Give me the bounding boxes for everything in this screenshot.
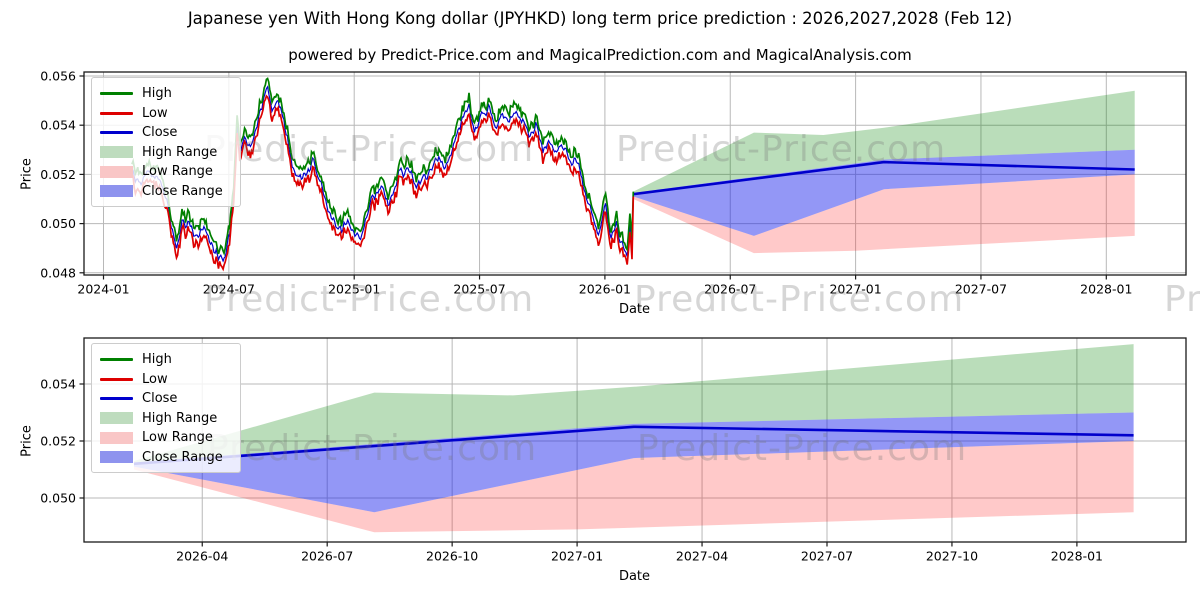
page-title: Japanese yen With Hong Kong dollar (JPYH… <box>187 9 1013 28</box>
bottom-chart-x-tick-label: 2027-10 <box>926 549 978 564</box>
top-chart-x-tick-label: 2027-01 <box>829 282 881 297</box>
bottom-chart-high-range-area <box>134 344 1134 463</box>
legend-item-close-range: Close Range <box>100 448 232 468</box>
top-chart-x-tick-label: 2025-07 <box>453 282 505 297</box>
bottom-chart-y-axis-label: Price <box>19 425 35 457</box>
bottom-chart-y-tick-label: 0.050 <box>40 491 76 506</box>
bottom-chart-low-range-area <box>134 441 1134 533</box>
low-line-swatch-icon <box>100 377 133 381</box>
top-chart-x-tick-label: 2026-07 <box>704 282 756 297</box>
legend-label: High <box>142 352 172 368</box>
bottom-chart-x-tick-label: 2027-04 <box>676 549 728 564</box>
legend-label: Close <box>142 125 178 141</box>
top-chart-y-tick-label: 0.054 <box>40 118 76 133</box>
legend-item-close: Close <box>100 389 232 409</box>
low-range-swatch-icon <box>100 431 133 444</box>
close-line-swatch-icon <box>100 131 133 135</box>
top-chart-history-low-line <box>131 94 635 272</box>
legend-label: Low <box>142 105 168 121</box>
legend-label: High Range <box>142 410 218 426</box>
top-chart-x-tick-label: 2025-01 <box>328 282 380 297</box>
legend-item-close: Close <box>100 123 232 143</box>
high-range-swatch-icon <box>100 146 133 159</box>
bottom-chart-x-tick-label: 2027-07 <box>801 549 853 564</box>
bottom-chart-x-tick-label: 2028-01 <box>1051 549 1103 564</box>
top-chart-y-axis-label: Price <box>19 158 35 190</box>
legend-label: Close <box>142 391 178 407</box>
bottom-chart-x-axis-label: Date <box>618 569 651 584</box>
high-line-swatch-icon <box>100 358 133 362</box>
page-subtitle: powered by Predict-Price.com and Magical… <box>288 46 912 64</box>
legend-item-high: High <box>100 350 232 370</box>
high-range-swatch-icon <box>100 412 133 425</box>
legend-item-low: Low <box>100 104 232 124</box>
legend-item-low: Low <box>100 370 232 390</box>
top-chart-high-range-area <box>633 90 1135 193</box>
legend-item-high-range: High Range <box>100 143 232 163</box>
bottom-chart-legend: High Low Close High Range Low Range Clos… <box>91 343 241 473</box>
top-chart-frame <box>83 71 1187 276</box>
top-chart-x-tick-label: 2024-01 <box>77 282 129 297</box>
bottom-chart-y-tick-label: 0.054 <box>40 377 76 392</box>
top-chart-y-tick-label: 0.048 <box>40 265 76 280</box>
top-chart-x-tick-label: 2028-01 <box>1080 282 1132 297</box>
top-chart-history-close-line <box>131 85 634 263</box>
top-chart-history-high-line <box>131 77 635 257</box>
legend-label: Low Range <box>142 164 213 180</box>
top-chart-x-tick-label: 2027-07 <box>955 282 1007 297</box>
top-chart-legend: High Low Close High Range Low Range Clos… <box>91 77 241 207</box>
legend-label: High Range <box>142 144 218 160</box>
top-chart-close-range-area <box>633 149 1135 236</box>
bottom-chart-y-tick-label: 0.052 <box>40 434 76 449</box>
legend-label: Low <box>142 371 168 387</box>
low-range-swatch-icon <box>100 165 133 178</box>
top-chart-low-range-area <box>633 174 1135 254</box>
legend-item-high-range: High Range <box>100 409 232 429</box>
bottom-chart-x-tick-label: 2027-01 <box>551 549 603 564</box>
top-chart-x-axis-label: Date <box>618 302 651 317</box>
top-chart-y-tick-label: 0.050 <box>40 216 76 231</box>
top-chart-x-tick-label: 2024-07 <box>203 282 255 297</box>
legend-label: Close Range <box>142 449 223 465</box>
top-chart-x-tick-label: 2026-01 <box>579 282 631 297</box>
legend-label: Low Range <box>142 430 213 446</box>
top-chart-y-tick-label: 0.056 <box>40 69 76 84</box>
bottom-chart-frame <box>83 337 1187 543</box>
top-chart-y-tick-label: 0.052 <box>40 167 76 182</box>
legend-item-high: High <box>100 84 232 104</box>
legend-item-low-range: Low Range <box>100 428 232 448</box>
close-range-swatch-icon <box>100 185 133 198</box>
legend-label: Close Range <box>142 183 223 199</box>
bottom-chart-close-range-area <box>134 412 1134 513</box>
bottom-chart-x-tick-label: 2026-10 <box>426 549 478 564</box>
bottom-chart-x-tick-label: 2026-07 <box>301 549 353 564</box>
legend-item-low-range: Low Range <box>100 162 232 182</box>
close-range-swatch-icon <box>100 451 133 464</box>
top-chart-prediction-close-line <box>633 160 1135 196</box>
close-line-swatch-icon <box>100 397 133 401</box>
legend-item-close-range: Close Range <box>100 182 232 202</box>
legend-label: High <box>142 86 172 102</box>
low-line-swatch-icon <box>100 111 133 115</box>
bottom-chart-prediction-close-line <box>133 425 1134 466</box>
bottom-chart-x-tick-label: 2026-04 <box>176 549 228 564</box>
high-line-swatch-icon <box>100 92 133 96</box>
